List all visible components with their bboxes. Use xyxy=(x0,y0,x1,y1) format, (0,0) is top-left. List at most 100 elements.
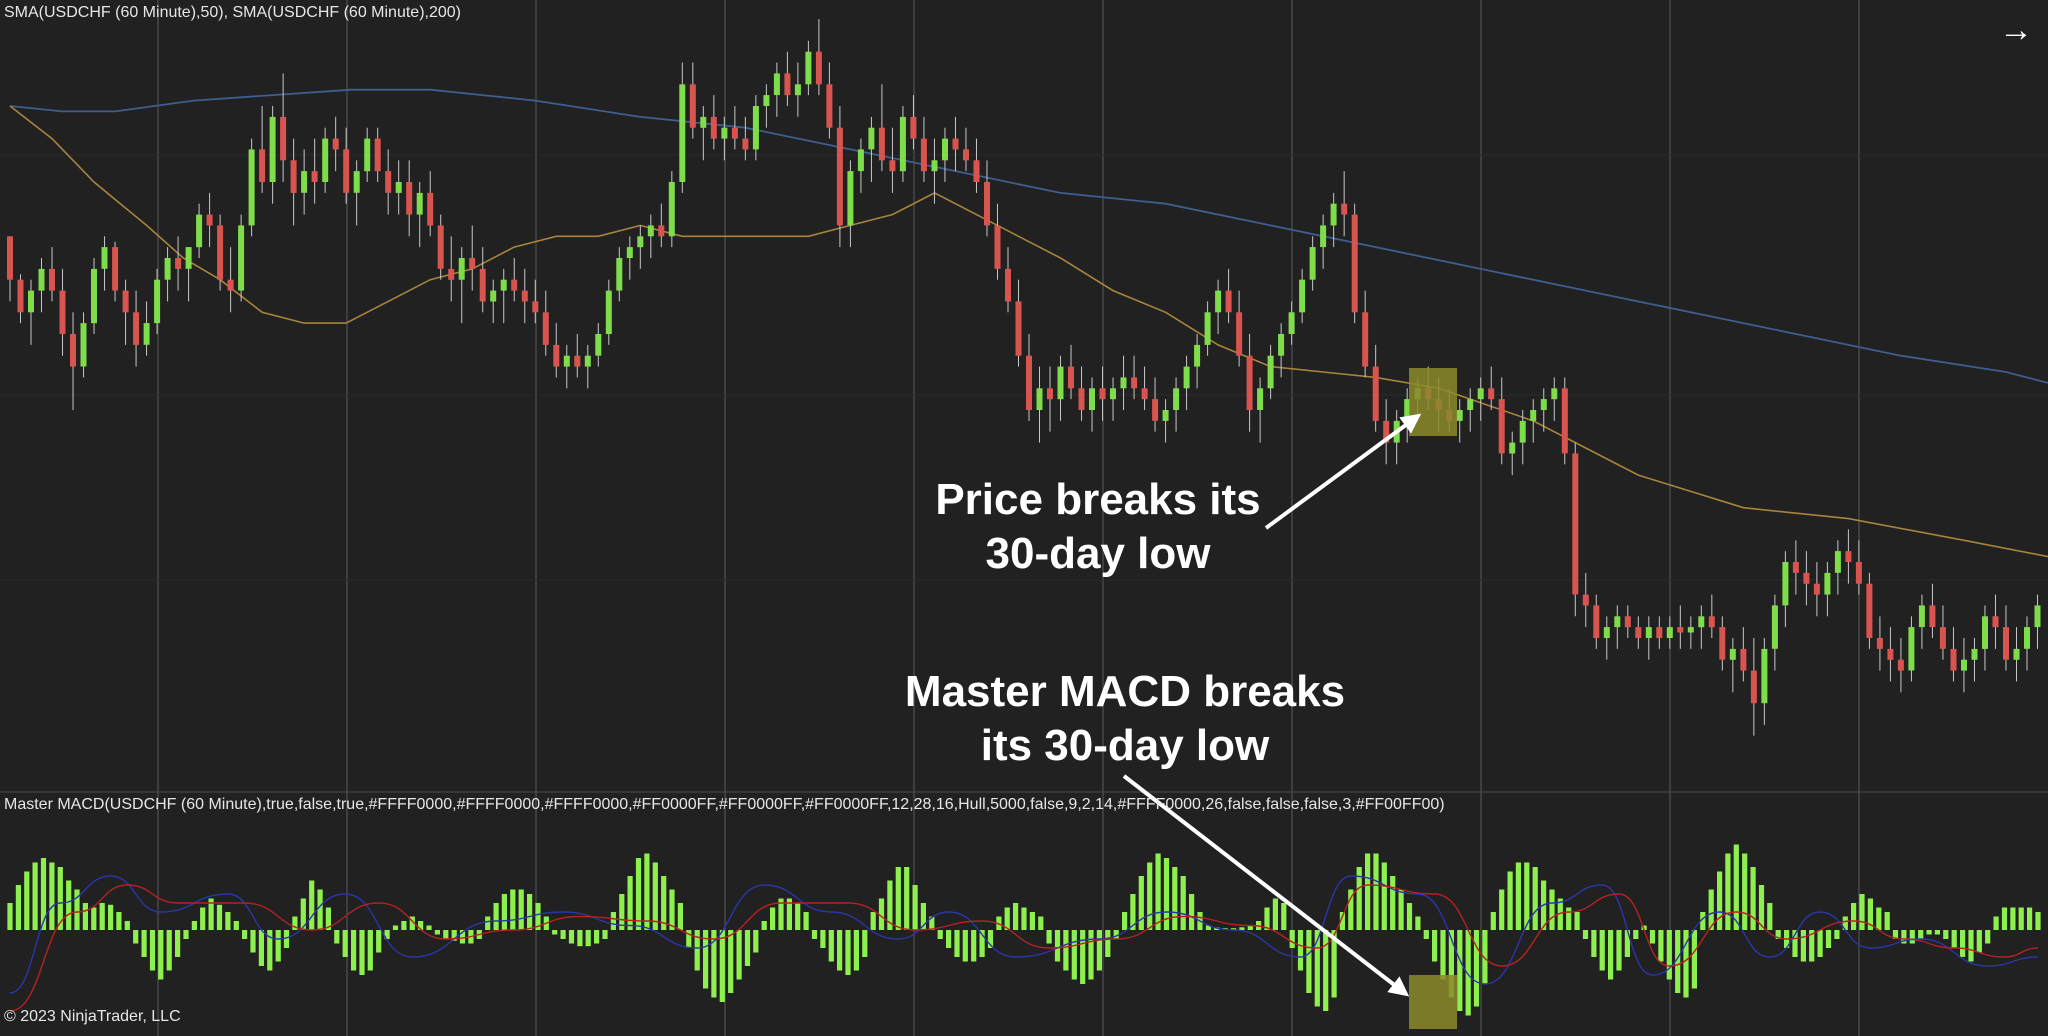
histogram-bar-161 xyxy=(1356,867,1362,930)
candle-body-1 xyxy=(17,279,24,313)
candle-body-85 xyxy=(899,116,906,172)
candle-body-93 xyxy=(984,182,990,226)
candle-body-192 xyxy=(2024,627,2030,649)
histogram-bar-62 xyxy=(527,894,533,930)
histogram-bar-1 xyxy=(15,885,21,930)
histogram-bar-119 xyxy=(1004,907,1010,930)
histogram-bar-120 xyxy=(1013,903,1019,930)
candle-body-20 xyxy=(217,225,224,280)
candle-body-67 xyxy=(710,116,717,139)
histogram-bar-168 xyxy=(1415,916,1421,930)
histogram-bar-235 xyxy=(1976,930,1982,953)
candle-body-60 xyxy=(637,236,644,248)
histogram-bar-133 xyxy=(1122,912,1128,930)
price-indicator-label: SMA(USDCHF (60 Minute),50), SMA(USDCHF (… xyxy=(4,4,461,21)
histogram-bar-109 xyxy=(920,903,926,930)
histogram-bar-162 xyxy=(1365,853,1371,930)
histogram-bar-0 xyxy=(7,903,13,930)
histogram-bar-67 xyxy=(568,930,575,944)
candle-body-168 xyxy=(1771,605,1778,649)
candle-body-68 xyxy=(721,127,728,139)
macd-histogram xyxy=(7,844,2041,1016)
candle-body-169 xyxy=(1782,562,1789,606)
histogram-bar-196 xyxy=(1649,930,1656,944)
histogram-bar-101 xyxy=(853,930,859,971)
candle-body-31 xyxy=(332,138,339,150)
histogram-bar-204 xyxy=(1717,871,1723,930)
histogram-bar-128 xyxy=(1080,930,1086,984)
price-annotation-line2: 30-day low xyxy=(985,529,1211,578)
histogram-bar-131 xyxy=(1105,930,1111,957)
histogram-bar-72 xyxy=(610,912,616,930)
candle-body-32 xyxy=(343,149,350,193)
candle-body-21 xyxy=(227,279,234,291)
macd-annotation-line1: Master MACD breaks xyxy=(904,667,1346,716)
candle-body-38 xyxy=(406,182,413,215)
candle-body-187 xyxy=(1971,648,1978,660)
histogram-bar-230 xyxy=(1934,930,1940,935)
candle-body-54 xyxy=(574,355,581,367)
candle-body-10 xyxy=(112,247,119,291)
candle-body-151 xyxy=(1593,605,1600,638)
macd-low-highlight-box xyxy=(1409,975,1457,1029)
histogram-bar-241 xyxy=(2027,907,2033,930)
histogram-bar-227 xyxy=(1909,930,1915,944)
histogram-bar-175 xyxy=(1473,930,1480,1007)
histogram-bar-38 xyxy=(325,907,331,930)
candle-body-105 xyxy=(1110,388,1116,400)
candle-body-129 xyxy=(1362,312,1369,367)
histogram-bar-117 xyxy=(987,930,994,948)
candle-body-114 xyxy=(1204,312,1211,345)
histogram-bar-139 xyxy=(1172,867,1178,930)
histogram-bar-167 xyxy=(1406,903,1413,930)
right-arrow-icon[interactable]: → xyxy=(1999,11,2033,49)
histogram-bar-238 xyxy=(2001,907,2008,930)
histogram-bar-153 xyxy=(1289,930,1295,948)
histogram-bar-181 xyxy=(1524,862,1530,930)
histogram-bar-186 xyxy=(1566,907,1572,930)
histogram-bar-42 xyxy=(359,930,365,975)
histogram-bar-206 xyxy=(1733,844,1739,930)
histogram-bar-59 xyxy=(501,894,507,930)
histogram-bar-165 xyxy=(1390,876,1396,930)
histogram-bar-77 xyxy=(652,862,658,930)
histogram-bar-107 xyxy=(904,867,910,930)
candle-body-66 xyxy=(700,116,707,128)
histogram-bar-4 xyxy=(40,858,47,930)
histogram-bar-81 xyxy=(686,930,692,948)
candle-body-177 xyxy=(1866,583,1873,638)
histogram-bar-6 xyxy=(57,867,63,930)
histogram-bar-201 xyxy=(1691,930,1697,989)
histogram-bar-228 xyxy=(1918,930,1924,939)
candle-body-157 xyxy=(1656,627,1663,638)
histogram-bar-96 xyxy=(811,930,818,939)
histogram-bar-121 xyxy=(1021,907,1027,930)
candle-body-37 xyxy=(395,182,402,193)
histogram-bar-176 xyxy=(1482,930,1488,984)
candle-body-165 xyxy=(1740,648,1747,671)
candle-body-69 xyxy=(731,127,738,139)
histogram-bar-45 xyxy=(384,930,390,939)
histogram-bar-190 xyxy=(1599,930,1605,971)
candle-body-141 xyxy=(1488,388,1495,400)
candle-body-113 xyxy=(1194,344,1201,367)
histogram-bar-155 xyxy=(1306,930,1312,993)
candle-body-17 xyxy=(185,247,192,269)
candle-body-115 xyxy=(1215,290,1222,313)
candle-body-73 xyxy=(773,73,780,96)
candle-body-25 xyxy=(269,116,276,182)
histogram-bar-129 xyxy=(1088,930,1094,980)
histogram-bar-69 xyxy=(585,930,591,947)
candle-body-147 xyxy=(1551,388,1558,400)
histogram-bar-29 xyxy=(250,930,256,953)
histogram-bar-40 xyxy=(342,930,348,957)
histogram-bar-140 xyxy=(1180,876,1186,930)
candle-body-56 xyxy=(595,334,602,356)
histogram-bar-93 xyxy=(786,898,792,930)
histogram-bar-48 xyxy=(409,916,415,930)
candle-body-188 xyxy=(1982,616,1988,649)
price-annotation-line1: Price breaks its xyxy=(935,475,1261,524)
histogram-bar-211 xyxy=(1775,930,1781,939)
